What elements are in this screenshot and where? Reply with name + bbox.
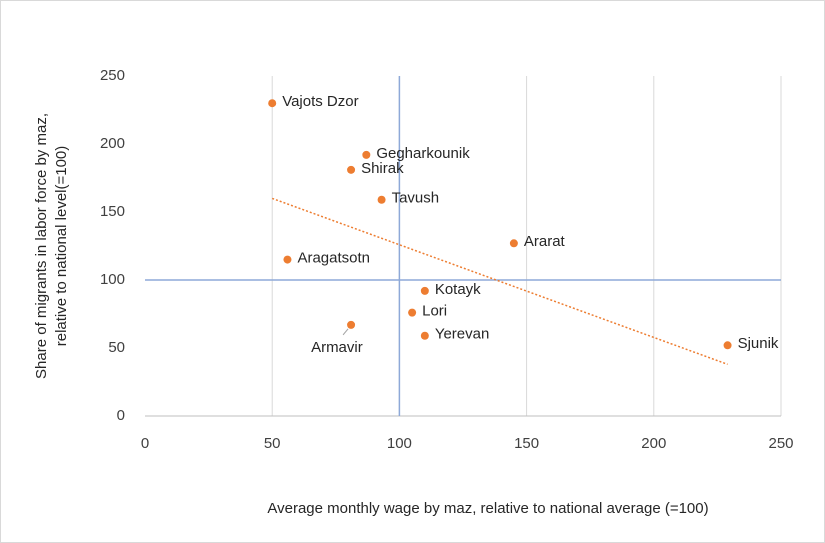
point-label: Sjunik <box>738 335 779 352</box>
point <box>723 341 732 350</box>
point-label: Kotayk <box>435 281 481 298</box>
point-label: Aragatsotn <box>297 250 370 267</box>
y-axis-title: Share of migrants in labor force by maz, <box>33 113 50 379</box>
y-tick-label: 0 <box>117 407 125 424</box>
point <box>268 99 277 108</box>
point-label: Tavush <box>392 190 440 207</box>
y-tick-label: 250 <box>100 67 125 84</box>
x-tick-label: 0 <box>141 435 149 452</box>
point-label: Lori <box>422 303 447 320</box>
point-label: Shirak <box>361 160 404 177</box>
point-label: Armavir <box>311 339 363 356</box>
y-axis-title: relative to national level(=100) <box>53 146 70 347</box>
leader-line <box>342 328 349 336</box>
x-tick-label: 100 <box>387 435 412 452</box>
point <box>283 255 292 264</box>
y-tick-label: 150 <box>100 203 125 220</box>
point <box>377 195 386 204</box>
point <box>362 150 371 159</box>
point-label: Yerevan <box>435 326 490 343</box>
trendline <box>271 197 728 366</box>
y-tick-label: 200 <box>100 135 125 152</box>
point <box>408 308 417 317</box>
x-tick-label: 50 <box>264 435 281 452</box>
point-label: Ararat <box>524 233 566 250</box>
point-label: Gegharkounik <box>376 145 470 162</box>
point <box>509 239 518 248</box>
x-tick-label: 200 <box>641 435 666 452</box>
x-axis-title: Average monthly wage by maz, relative to… <box>267 500 708 517</box>
point-label: Vajots Dzor <box>282 93 358 110</box>
point <box>347 320 356 329</box>
point <box>420 286 429 295</box>
x-tick-label: 150 <box>514 435 539 452</box>
y-tick-label: 50 <box>108 339 125 356</box>
x-tick-label: 250 <box>768 435 793 452</box>
point <box>347 165 356 174</box>
y-tick-label: 100 <box>100 271 125 288</box>
point <box>420 331 429 340</box>
